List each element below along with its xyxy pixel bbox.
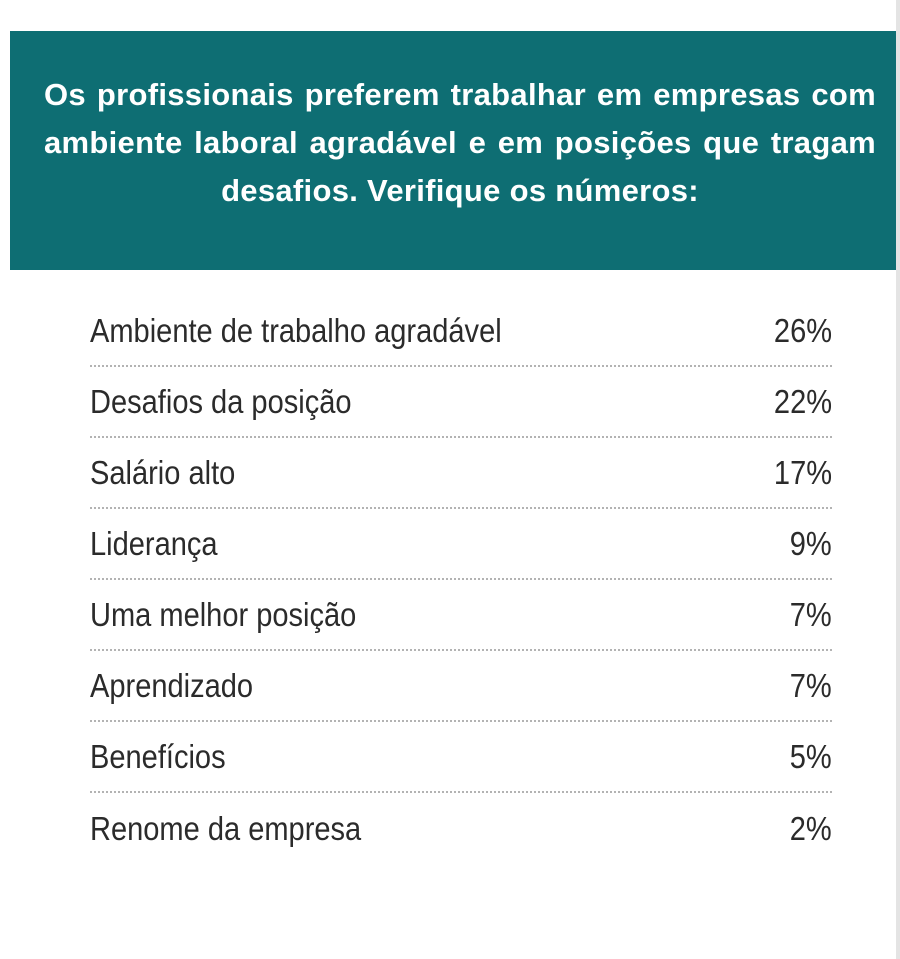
- row-value: 2%: [790, 809, 832, 847]
- row-label: Renome da empresa: [90, 809, 362, 847]
- header-banner: Os profissionais preferem trabalhar em e…: [10, 31, 896, 270]
- page-edge: [896, 0, 900, 959]
- row-label: Ambiente de trabalho agradável: [90, 311, 502, 349]
- row-value: 26%: [773, 311, 832, 349]
- header-text: Os profissionais preferem trabalhar em e…: [44, 77, 876, 208]
- table-row: Desafios da posição 22%: [90, 367, 832, 438]
- row-value: 17%: [773, 453, 832, 491]
- row-label: Salário alto: [90, 453, 236, 491]
- row-label: Liderança: [90, 524, 218, 562]
- table-row: Uma melhor posição 7%: [90, 580, 832, 651]
- row-value: 7%: [790, 666, 832, 704]
- table-row: Aprendizado 7%: [90, 651, 832, 722]
- table-row: Ambiente de trabalho agradável 26%: [90, 296, 832, 367]
- row-label: Desafios da posição: [90, 382, 352, 420]
- row-label: Aprendizado: [90, 666, 254, 704]
- row-value: 9%: [790, 524, 832, 562]
- row-label: Uma melhor posição: [90, 595, 357, 633]
- row-label: Benefícios: [90, 737, 226, 775]
- table-row: Liderança 9%: [90, 509, 832, 580]
- row-value: 22%: [773, 382, 832, 420]
- table-row: Benefícios 5%: [90, 722, 832, 793]
- percentage-table: Ambiente de trabalho agradável 26% Desafio…: [90, 296, 832, 864]
- row-value: 5%: [790, 737, 832, 775]
- row-value: 7%: [790, 595, 832, 633]
- table-row: Renome da empresa 2%: [90, 793, 832, 864]
- table-row: Salário alto 17%: [90, 438, 832, 509]
